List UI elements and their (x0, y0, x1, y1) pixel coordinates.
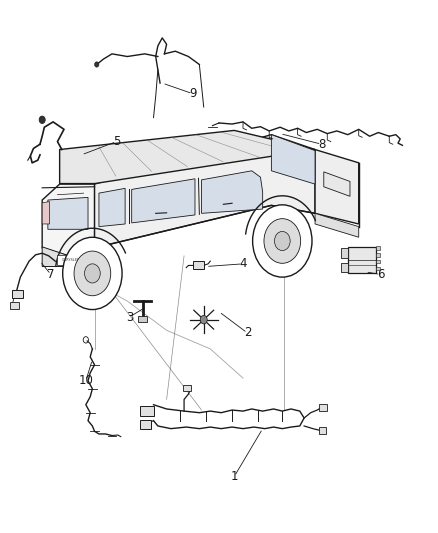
Bar (11, 302, 19, 309)
Text: 3: 3 (126, 311, 133, 324)
Bar (341, 263, 348, 272)
Polygon shape (99, 188, 125, 227)
Circle shape (275, 231, 290, 251)
Polygon shape (48, 197, 88, 229)
Text: 8: 8 (318, 138, 325, 151)
Bar (376, 246, 380, 250)
Bar (341, 248, 348, 257)
Text: 5: 5 (113, 135, 120, 148)
Bar (57, 255, 84, 265)
Bar (141, 420, 151, 429)
Polygon shape (201, 171, 263, 213)
Bar (376, 253, 380, 257)
Text: 4: 4 (239, 257, 247, 270)
Bar (376, 260, 380, 263)
Bar (183, 385, 191, 391)
Polygon shape (95, 135, 315, 248)
Bar (193, 261, 204, 269)
Circle shape (74, 251, 111, 296)
Text: 10: 10 (78, 374, 93, 387)
Text: 6: 6 (377, 268, 384, 281)
Bar (12, 290, 22, 298)
Bar (376, 266, 380, 270)
Text: 9: 9 (189, 87, 197, 100)
Circle shape (253, 205, 312, 277)
Circle shape (39, 116, 45, 124)
Text: 1: 1 (230, 470, 238, 483)
Bar (348, 247, 376, 273)
Polygon shape (324, 172, 350, 196)
Text: 7: 7 (47, 268, 55, 281)
Polygon shape (42, 201, 49, 224)
Circle shape (200, 316, 207, 324)
Bar (319, 404, 327, 411)
Text: CHRYSLER: CHRYSLER (61, 258, 80, 262)
Text: 2: 2 (244, 326, 251, 340)
Circle shape (264, 219, 300, 263)
Polygon shape (272, 135, 315, 184)
Polygon shape (42, 184, 95, 259)
Circle shape (63, 237, 122, 310)
Polygon shape (42, 247, 95, 268)
Bar (318, 427, 326, 434)
Bar (138, 317, 147, 322)
Circle shape (85, 264, 100, 283)
Circle shape (95, 62, 99, 67)
Bar (141, 406, 153, 416)
Polygon shape (315, 213, 359, 237)
Polygon shape (60, 131, 315, 183)
Polygon shape (132, 179, 195, 223)
Polygon shape (315, 150, 359, 224)
